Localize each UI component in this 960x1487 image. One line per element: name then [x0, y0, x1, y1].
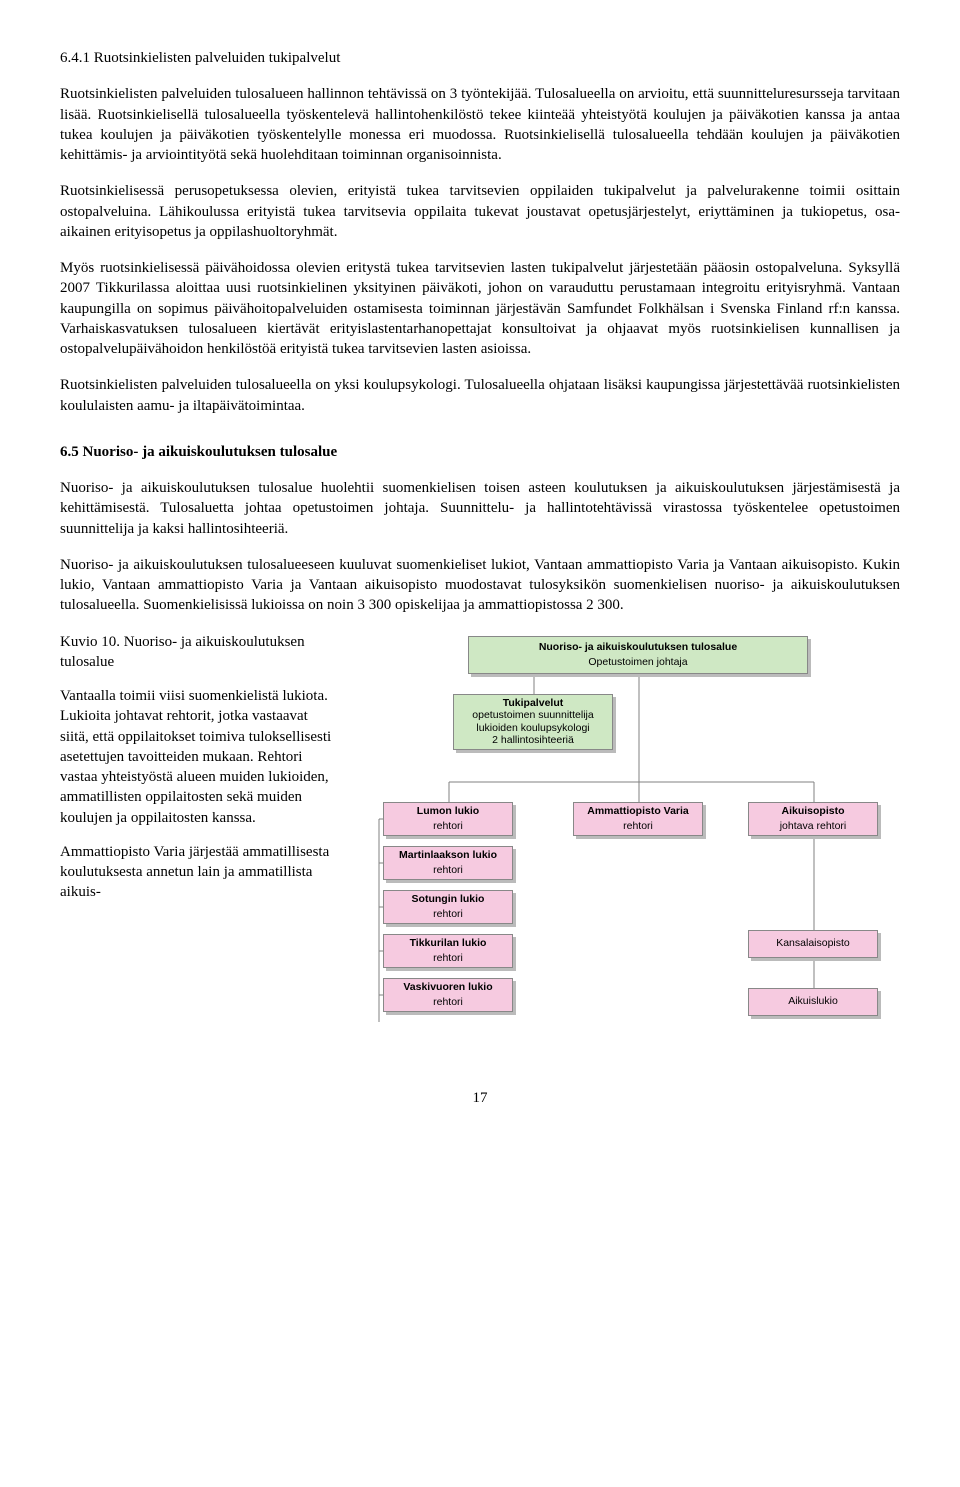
org-title-tikkurilan: Tikkurilan lukio	[388, 936, 508, 950]
org-box-vaskivuoren: Vaskivuoren lukio rehtori	[383, 978, 513, 1012]
heading-641: 6.4.1 Ruotsinkielisten palveluiden tukip…	[60, 48, 900, 68]
org-sub-martinlaakson: rehtori	[388, 863, 508, 877]
org-box-martinlaakson: Martinlaakson lukio rehtori	[383, 846, 513, 880]
para-641-4: Ruotsinkielisten palveluiden tulosalueel…	[60, 375, 900, 416]
org-sub-sotungin: rehtori	[388, 907, 508, 921]
org-box-tikkurilan: Tikkurilan lukio rehtori	[383, 934, 513, 968]
para-641-3: Myös ruotsinkielisessä päivähoidossa ole…	[60, 258, 900, 359]
leftcol-p1: Vantaalla toimii viisi suomenkielistä lu…	[60, 686, 340, 828]
para-641-1: Ruotsinkielisten palveluiden tulosalueen…	[60, 84, 900, 165]
org-box-lumon: Lumon lukio rehtori	[383, 802, 513, 836]
org-title-vaskivuoren: Vaskivuoren lukio	[388, 980, 508, 994]
org-sub-vaskivuoren: rehtori	[388, 995, 508, 1009]
org-title-sotungin: Sotungin lukio	[388, 892, 508, 906]
org-box-varia: Ammattiopisto Varia rehtori	[573, 802, 703, 836]
org-support-l3: 2 hallintosihteeriä	[458, 734, 608, 746]
org-sub-aikuisopisto: johtava rehtori	[753, 819, 873, 833]
org-box-tukipalvelut: Tukipalvelut opetustoimen suunnittelija …	[453, 694, 613, 750]
org-sub-lumon: rehtori	[388, 819, 508, 833]
org-box-aikuislukio: Aikuislukio	[748, 988, 878, 1016]
org-box-tulosalue: Nuoriso- ja aikuiskoulutuksen tulosalue …	[468, 636, 808, 674]
org-title-lumon: Lumon lukio	[388, 804, 508, 818]
para-65-1: Nuoriso- ja aikuiskoulutuksen tulosalue …	[60, 478, 900, 539]
org-support-l1: opetustoimen suunnittelija	[458, 709, 608, 721]
para-65-2: Nuoriso- ja aikuiskoulutuksen tulosaluee…	[60, 555, 900, 616]
leftcol-p2: Ammattiopisto Varia järjestää ammatillis…	[60, 842, 340, 903]
org-title-aikuislukio: Aikuislukio	[753, 994, 873, 1008]
org-title-varia: Ammattiopisto Varia	[578, 804, 698, 818]
org-box-sotungin: Sotungin lukio rehtori	[383, 890, 513, 924]
org-title-tukipalvelut: Tukipalvelut	[458, 697, 608, 709]
org-title-tulosalue: Nuoriso- ja aikuiskoulutuksen tulosalue	[473, 640, 803, 654]
org-title-aikuisopisto: Aikuisopisto	[753, 804, 873, 818]
org-title-kansalaisopisto: Kansalaisopisto	[753, 936, 873, 950]
kuvio-10-label: Kuvio 10. Nuoriso- ja aikuiskoulutuksen …	[60, 632, 340, 673]
heading-65: 6.5 Nuoriso- ja aikuiskoulutuksen tulosa…	[60, 442, 900, 462]
org-chart: Nuoriso- ja aikuiskoulutuksen tulosalue …	[358, 632, 900, 1052]
org-box-kansalaisopisto: Kansalaisopisto	[748, 930, 878, 958]
org-box-aikuisopisto: Aikuisopisto johtava rehtori	[748, 802, 878, 836]
org-title-martinlaakson: Martinlaakson lukio	[388, 848, 508, 862]
org-sub-tikkurilan: rehtori	[388, 951, 508, 965]
page-number: 17	[60, 1088, 900, 1108]
para-641-2: Ruotsinkielisessä perusopetuksessa olevi…	[60, 181, 900, 242]
org-sub-varia: rehtori	[578, 819, 698, 833]
org-sub-tulosalue: Opetustoimen johtaja	[473, 655, 803, 669]
org-support-l2: lukioiden koulupsykologi	[458, 722, 608, 734]
